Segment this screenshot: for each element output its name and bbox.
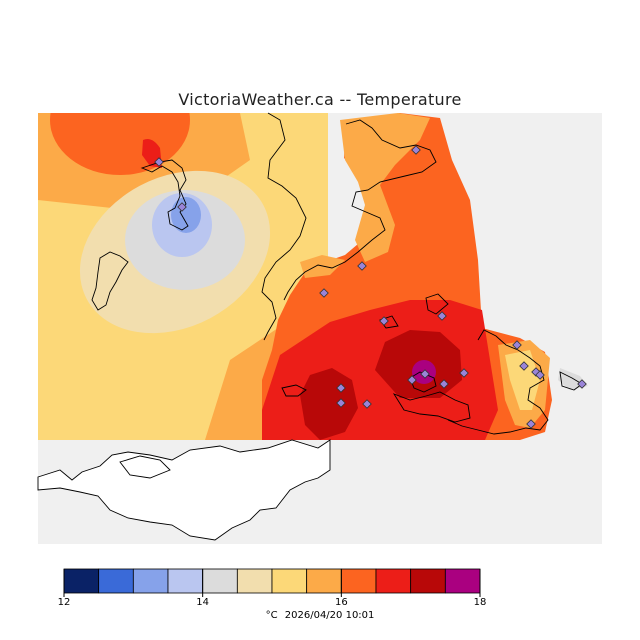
legend-tick-label: 14 bbox=[196, 597, 210, 608]
lower-island bbox=[119, 455, 171, 479]
legend-swatch bbox=[63, 568, 100, 594]
station-marker[interactable] bbox=[336, 383, 346, 393]
station-marker[interactable] bbox=[519, 361, 529, 371]
lower-land bbox=[37, 439, 331, 541]
station-marker[interactable] bbox=[411, 145, 421, 155]
station-marker[interactable] bbox=[336, 398, 346, 408]
coastlines bbox=[91, 112, 583, 435]
legend-swatch bbox=[236, 568, 273, 594]
legend-swatch bbox=[202, 568, 238, 594]
legend-swatch bbox=[167, 568, 204, 594]
station-markers bbox=[154, 145, 587, 429]
legend-swatch bbox=[375, 568, 412, 594]
color-legend bbox=[63, 568, 481, 597]
legend-tick-label: 18 bbox=[473, 597, 487, 608]
station-marker[interactable] bbox=[177, 202, 187, 212]
station-marker[interactable] bbox=[154, 157, 164, 167]
legend-swatch bbox=[340, 568, 377, 594]
station-marker[interactable] bbox=[319, 288, 329, 298]
legend-swatch bbox=[410, 568, 446, 594]
legend-swatch bbox=[444, 568, 481, 594]
legend-swatch bbox=[98, 568, 134, 594]
station-marker[interactable] bbox=[535, 370, 545, 380]
map-title: VictoriaWeather.ca -- Temperature bbox=[178, 90, 462, 109]
station-marker[interactable] bbox=[407, 375, 417, 385]
station-marker[interactable] bbox=[420, 369, 430, 379]
station-marker[interactable] bbox=[437, 311, 447, 321]
station-marker[interactable] bbox=[379, 316, 389, 326]
station-marker[interactable] bbox=[526, 419, 536, 429]
legend-swatch bbox=[271, 568, 308, 594]
legend-swatch bbox=[132, 568, 169, 594]
east-temperature-field bbox=[262, 113, 588, 440]
station-marker[interactable] bbox=[439, 379, 449, 389]
station-marker[interactable] bbox=[512, 340, 522, 350]
station-marker[interactable] bbox=[357, 261, 367, 271]
station-marker[interactable] bbox=[577, 379, 587, 389]
station-marker[interactable] bbox=[459, 368, 469, 378]
legend-tick-label: 12 bbox=[57, 597, 71, 608]
station-marker[interactable] bbox=[362, 399, 372, 409]
legend-tick-label: 16 bbox=[334, 597, 348, 608]
legend-swatch bbox=[306, 568, 342, 594]
timestamp-label: 2026/04/20 10:01 bbox=[284, 610, 375, 621]
unit-label: °C bbox=[265, 610, 278, 621]
legend-caption: °C 2026/04/20 10:01 bbox=[0, 610, 640, 621]
